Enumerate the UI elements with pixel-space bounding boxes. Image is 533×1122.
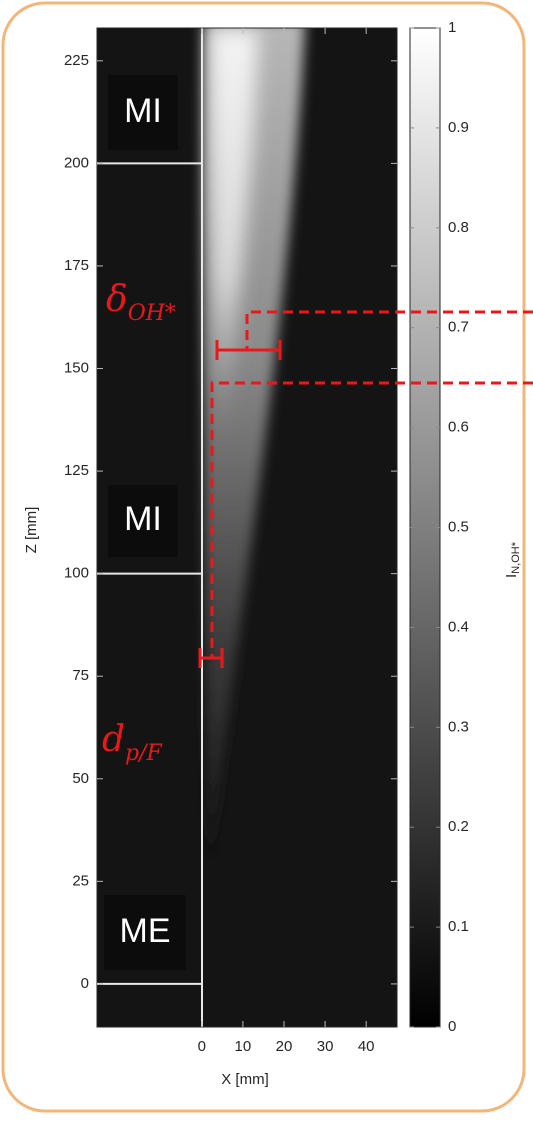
y-tick-label: 200: [64, 154, 89, 171]
heatmap: [97, 28, 397, 1027]
colorbar-tick-label: 0.1: [448, 918, 469, 935]
colorbar-label-sub: N,OH*: [510, 541, 522, 574]
section-label: MI: [124, 500, 162, 538]
section-box: [104, 895, 186, 970]
section-label: MI: [124, 92, 162, 130]
y-tick-label: 25: [72, 872, 89, 889]
y-tick-label: 125: [64, 462, 89, 479]
colorbar-tick-label: 0: [448, 1018, 456, 1035]
annotation-sub: OH*: [128, 301, 176, 326]
colorbar-tick-label: 0.2: [448, 818, 469, 835]
y-tick-label: 175: [64, 257, 89, 274]
dashed-guide: [210, 381, 533, 658]
colorbar-tick-label: 0.7: [448, 319, 469, 336]
colorbar-tick-label: 0.9: [448, 119, 469, 136]
colorbar-tick-label: 0.4: [448, 618, 469, 635]
y-tick-label: 75: [72, 667, 89, 684]
colorbar: [409, 27, 441, 1028]
y-axis-label: Z [mm]: [23, 507, 40, 554]
dashed-guide: [245, 310, 533, 350]
y-tick-label: 0: [81, 975, 89, 992]
annotation-sub: p/F: [125, 741, 162, 766]
colorbar-tick-label: 1: [448, 19, 456, 36]
section-box: [108, 75, 178, 150]
annotation-symbol: d: [102, 719, 125, 760]
colorbar-label: IN,OH*: [503, 541, 522, 578]
x-tick-label: 10: [235, 1038, 252, 1055]
colorbar-tick-label: 0.8: [448, 219, 469, 236]
annotation-symbol: δ: [106, 279, 128, 320]
x-tick-label: 30: [317, 1038, 334, 1055]
colorbar-tick-label: 0.6: [448, 419, 469, 436]
x-tick-label: 0: [198, 1038, 206, 1055]
y-tick-label: 100: [64, 565, 89, 582]
y-tick-label: 50: [72, 770, 89, 787]
d-annotation: dp/F: [102, 719, 163, 766]
annotation-lines: [198, 310, 533, 668]
section-box: [108, 485, 178, 557]
colorbar-tick-label: 0.5: [448, 518, 469, 535]
delta-annotation: δOH*: [106, 279, 176, 326]
y-tick-label: 225: [64, 52, 89, 69]
x-tick-label: 40: [358, 1038, 375, 1055]
section-label: ME: [120, 912, 171, 950]
y-tick-label: 150: [64, 359, 89, 376]
plot-box: [96, 27, 398, 1028]
colorbar-tick-label: 0.3: [448, 718, 469, 735]
x-tick-label: 20: [276, 1038, 293, 1055]
colorbar-label-main: I: [503, 574, 520, 578]
plume-core: [210, 30, 258, 440]
x-axis-label: X [mm]: [221, 1071, 269, 1088]
